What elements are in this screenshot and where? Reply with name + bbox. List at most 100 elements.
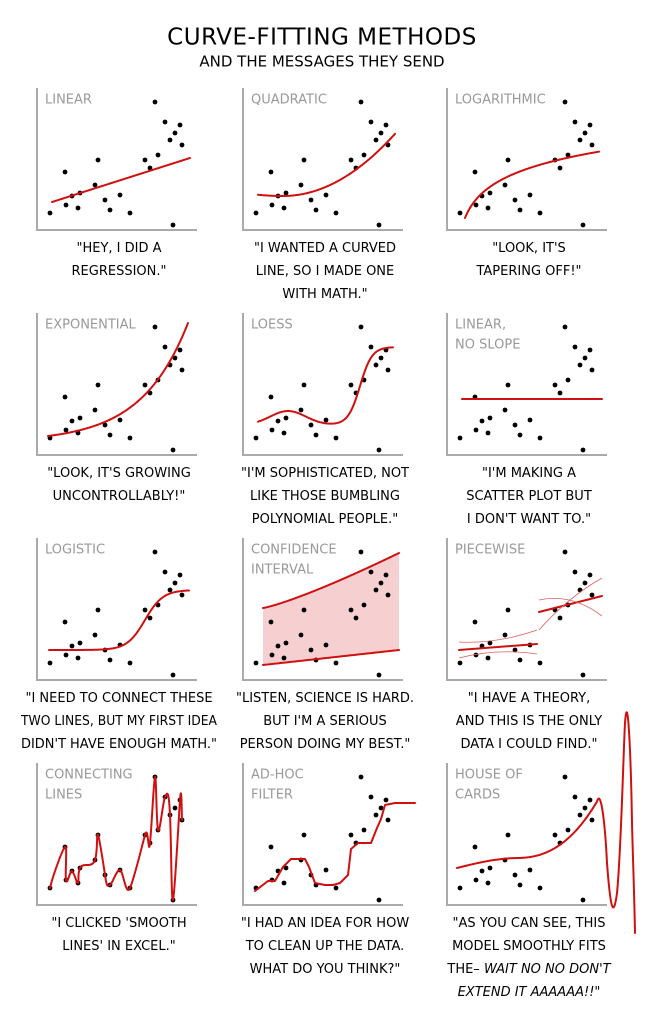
dot <box>102 197 108 203</box>
dot <box>376 672 382 678</box>
dot <box>373 587 379 593</box>
caption-text: "I CLICKED 'SMOOTH <box>51 916 186 931</box>
caption-text: AND THIS IS THE ONLY <box>456 714 602 729</box>
dot <box>512 872 518 878</box>
dot <box>142 607 148 613</box>
dot <box>162 119 168 125</box>
dot <box>301 832 307 838</box>
caption-text: TWO LINES, BUT MY FIRST IDEA <box>20 714 217 729</box>
dot <box>368 344 374 350</box>
axes <box>242 763 403 906</box>
dot <box>142 382 148 388</box>
dot <box>457 885 463 891</box>
panels: LINEAR "HEY, I DID A REGRESSION." QUADRATIC… <box>20 88 636 1000</box>
panel-label: CONFIDENCE <box>251 543 337 558</box>
caption-text: UNCONTROLLABLY!" <box>53 489 186 504</box>
dot <box>385 592 391 598</box>
dot <box>179 142 185 148</box>
dot <box>479 418 485 424</box>
dot <box>275 643 281 649</box>
dot <box>457 210 463 216</box>
dot <box>92 407 98 413</box>
dot <box>253 435 259 441</box>
fit-band <box>458 651 538 659</box>
dot <box>361 152 367 158</box>
dot <box>63 202 69 208</box>
caption-text: "I WANTED A CURVED <box>254 241 396 256</box>
panel: LINEAR "HEY, I DID A REGRESSION." <box>36 88 197 279</box>
dot <box>167 587 173 593</box>
panel-label: LOGARITHMIC <box>455 93 546 108</box>
panel: LOGARITHMIC "LOOK, IT'S TAPERING OFF!" <box>446 88 607 279</box>
dot <box>562 549 568 555</box>
dot <box>92 182 98 188</box>
dot <box>587 797 593 803</box>
dot <box>385 367 391 373</box>
caption: "LOOK, IT'S GROWING <box>47 466 191 481</box>
dot <box>378 130 384 136</box>
dot <box>298 632 304 638</box>
panel-label: AD-HOC <box>251 768 304 783</box>
dot <box>376 222 382 228</box>
caption: LIKE THOSE BUMBLING <box>250 489 400 504</box>
dot <box>487 415 493 421</box>
dot <box>283 190 289 196</box>
dot <box>172 580 178 586</box>
panel: LOESS "I'M SOPHISTICATED, NOT LIKE THOSE B… <box>241 313 409 527</box>
caption-text: LINES' IN EXCEL." <box>62 939 175 954</box>
dot <box>152 99 158 105</box>
dot <box>517 432 523 438</box>
caption: EXTEND IT AAAAAA!!" <box>458 985 601 1000</box>
panel: AD-HOC FILTER "I HAD AN IDEA FOR HOW TO CLE… <box>241 763 416 977</box>
fit-curve <box>254 802 416 892</box>
dot <box>517 657 523 663</box>
caption: "I'M MAKING A <box>482 466 576 481</box>
caption: PERSON DOING MY BEST." <box>240 737 411 752</box>
caption-text: WAIT NO NO DON'T <box>484 962 612 977</box>
dot <box>323 192 329 198</box>
dot <box>333 210 339 216</box>
panel-label: HOUSE OF <box>455 768 523 783</box>
caption-text: DATA I COULD FIND." <box>461 737 598 752</box>
dot <box>565 152 571 158</box>
dot <box>308 647 314 653</box>
dot <box>69 418 75 424</box>
caption-text: WITH MATH." <box>282 287 367 302</box>
dot <box>269 202 275 208</box>
caption-text: "LOOK, IT'S GROWING <box>47 466 191 481</box>
fit-band <box>458 629 538 643</box>
dot <box>301 382 307 388</box>
dot <box>281 655 287 661</box>
axes <box>36 313 197 456</box>
caption: REGRESSION." <box>72 264 167 279</box>
caption-text: "LISTEN, SCIENCE IS HARD. <box>236 691 414 706</box>
dot <box>512 422 518 428</box>
caption: SCATTER PLOT BUT <box>466 489 592 504</box>
dot <box>572 794 578 800</box>
dot <box>472 619 478 625</box>
dot <box>378 805 384 811</box>
panel-label: LINEAR, <box>455 318 506 333</box>
dot <box>268 619 274 625</box>
caption-text: " <box>594 985 600 1000</box>
dot <box>281 430 287 436</box>
dot <box>62 619 68 625</box>
dot <box>502 407 508 413</box>
dot <box>485 655 491 661</box>
caption: "AS YOU CAN SEE, THIS <box>453 916 606 931</box>
caption-text: LINE, SO I MADE ONE <box>256 264 395 279</box>
caption: WITH MATH." <box>282 287 367 302</box>
dot <box>565 827 571 833</box>
dot <box>537 210 543 216</box>
dot <box>580 672 586 678</box>
dot <box>572 344 578 350</box>
axes <box>446 538 607 681</box>
dot <box>580 222 586 228</box>
dot <box>562 99 568 105</box>
caption-text: "I'M MAKING A <box>482 466 576 481</box>
dot <box>308 197 314 203</box>
caption: "I WANTED A CURVED <box>254 241 396 256</box>
caption-text: "I NEED TO CONNECT THESE <box>25 691 212 706</box>
caption-text: "HEY, I DID A <box>76 241 161 256</box>
dot <box>527 192 533 198</box>
